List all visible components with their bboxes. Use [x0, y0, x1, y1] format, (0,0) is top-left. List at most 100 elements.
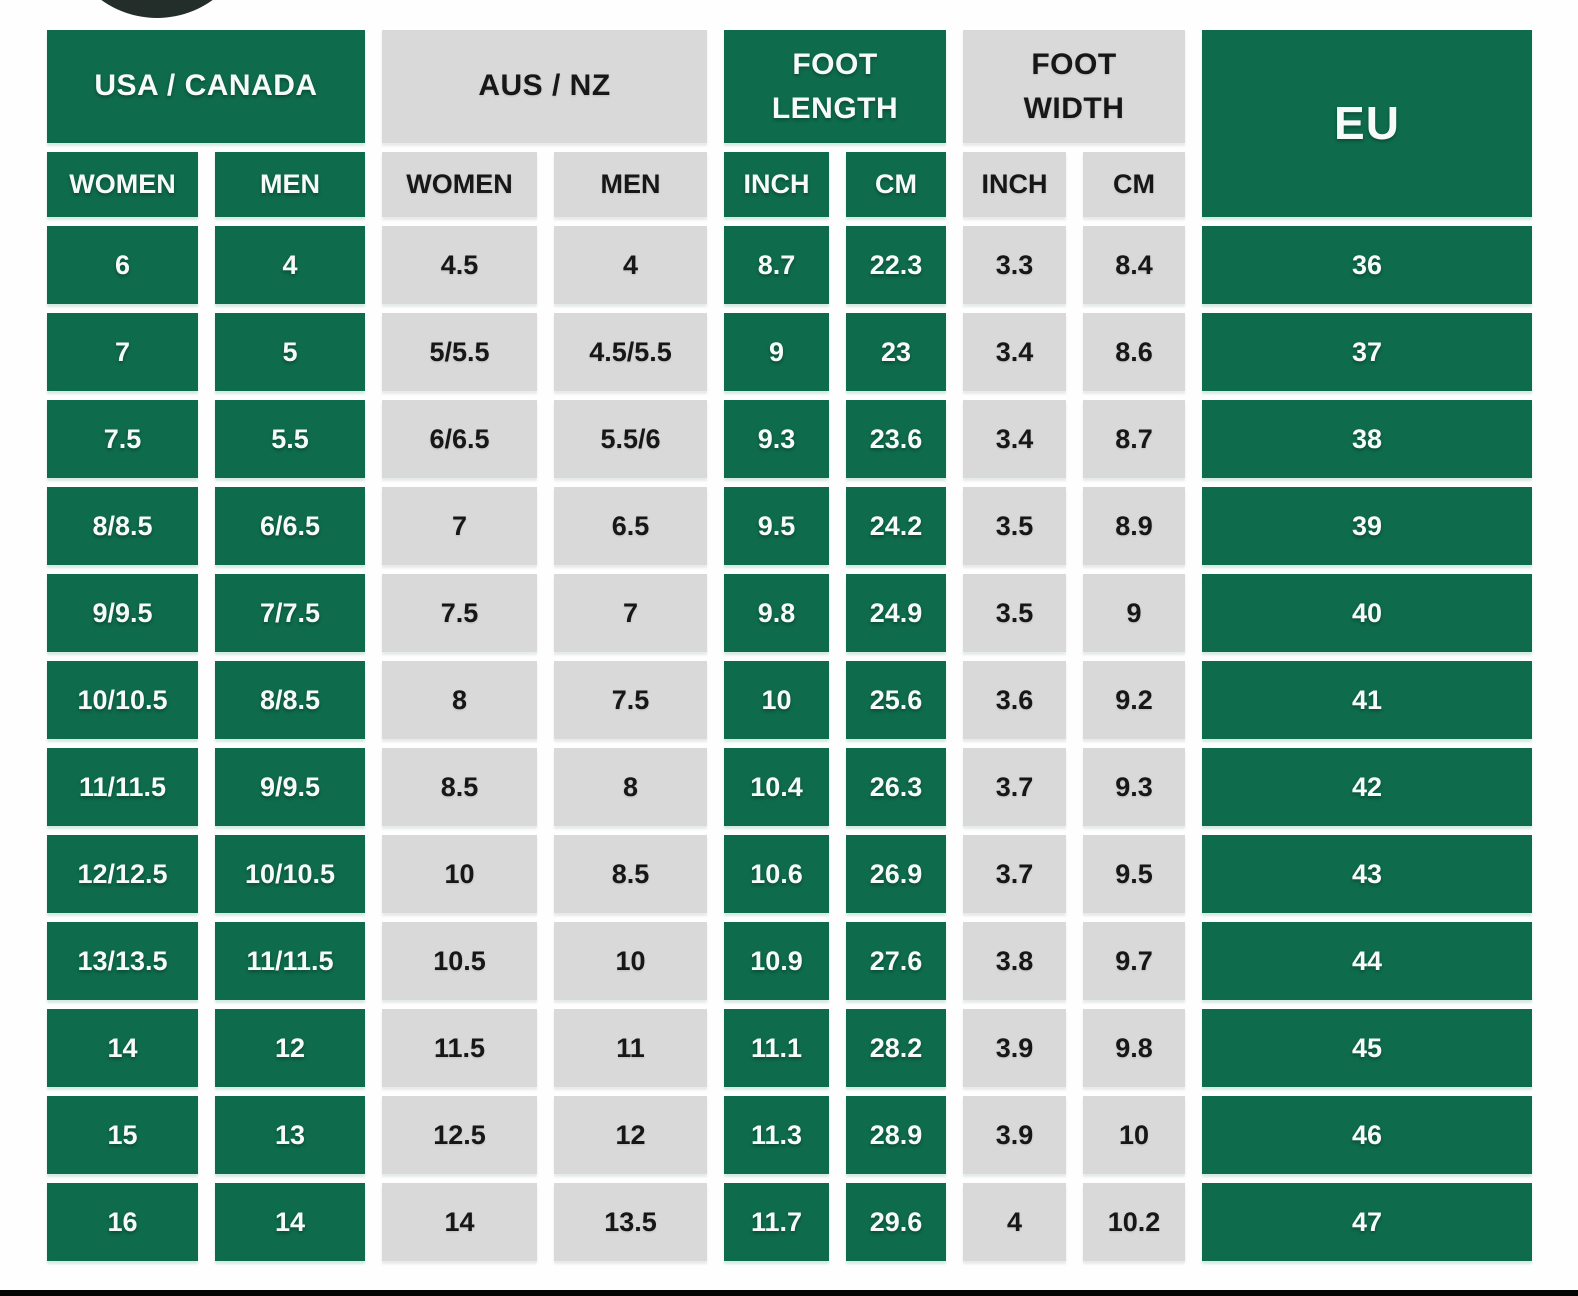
table-cell: 8: [382, 661, 537, 739]
header-group-usa-canada-label: USA / CANADA: [94, 69, 318, 103]
table-cell: 3.3: [963, 226, 1066, 304]
header-group-foot-length: FOOT LENGTH: [724, 30, 946, 143]
logo-circle-icon: [62, 0, 252, 18]
table-cell: 38: [1202, 400, 1532, 478]
table-cell: 5.5: [215, 400, 365, 478]
table-cell: 11.1: [724, 1009, 829, 1087]
table-cell: 11.7: [724, 1183, 829, 1261]
table-cell: 28.9: [846, 1096, 946, 1174]
table-cell: 9.5: [1083, 835, 1185, 913]
table-cell: 8.9: [1083, 487, 1185, 565]
size-chart-table: USA / CANADA AUS / NZ FOOT LENGTH FOOT W…: [47, 30, 1532, 1261]
header-group-usa-canada: USA / CANADA: [47, 30, 365, 143]
table-cell: 13: [215, 1096, 365, 1174]
table-cell: 9.3: [724, 400, 829, 478]
table-cell: 7: [47, 313, 198, 391]
table-cell: 6/6.5: [215, 487, 365, 565]
table-cell: 9.2: [1083, 661, 1185, 739]
table-cell: 3.5: [963, 574, 1066, 652]
table-cell: 14: [47, 1009, 198, 1087]
table-cell: 14: [215, 1183, 365, 1261]
table-cell: 46: [1202, 1096, 1532, 1174]
subheader-width-inch: INCH: [963, 152, 1066, 217]
table-cell: 10.6: [724, 835, 829, 913]
table-cell: 3.8: [963, 922, 1066, 1000]
table-cell: 6: [47, 226, 198, 304]
header-group-aus-nz: AUS / NZ: [382, 30, 707, 143]
table-cell: 9.7: [1083, 922, 1185, 1000]
table-cell: 10: [724, 661, 829, 739]
table-cell: 37: [1202, 313, 1532, 391]
table-cell: 4.5: [382, 226, 537, 304]
table-cell: 3.4: [963, 313, 1066, 391]
table-cell: 9.8: [724, 574, 829, 652]
table-cell: 28.2: [846, 1009, 946, 1087]
table-cell: 22.3: [846, 226, 946, 304]
table-cell: 6.5: [554, 487, 707, 565]
table-cell: 8: [554, 748, 707, 826]
subheader-aus-women: WOMEN: [382, 152, 537, 217]
table-cell: 3.7: [963, 748, 1066, 826]
header-group-eu: EU: [1202, 30, 1532, 217]
table-cell: 10.9: [724, 922, 829, 1000]
subheader-usa-men: MEN: [215, 152, 365, 217]
table-cell: 13.5: [554, 1183, 707, 1261]
header-group-foot-width-label: FOOT WIDTH: [1023, 48, 1125, 125]
table-cell: 40: [1202, 574, 1532, 652]
table-cell: 8/8.5: [47, 487, 198, 565]
table-cell: 13/13.5: [47, 922, 198, 1000]
subheader-width-cm: CM: [1083, 152, 1185, 217]
table-cell: 15: [47, 1096, 198, 1174]
table-cell: 10/10.5: [215, 835, 365, 913]
table-cell: 10.2: [1083, 1183, 1185, 1261]
table-cell: 24.9: [846, 574, 946, 652]
table-cell: 5/5.5: [382, 313, 537, 391]
bottom-divider-bar: [0, 1290, 1578, 1296]
header-group-foot-width: FOOT WIDTH: [963, 30, 1185, 143]
table-cell: 9.8: [1083, 1009, 1185, 1087]
table-cell: 12: [554, 1096, 707, 1174]
table-cell: 11/11.5: [47, 748, 198, 826]
table-cell: 47: [1202, 1183, 1532, 1261]
table-cell: 10.4: [724, 748, 829, 826]
subheader-length-inch: INCH: [724, 152, 829, 217]
table-cell: 42: [1202, 748, 1532, 826]
header-group-aus-nz-label: AUS / NZ: [478, 69, 611, 103]
table-cell: 10/10.5: [47, 661, 198, 739]
table-cell: 4.5/5.5: [554, 313, 707, 391]
table-cell: 3.9: [963, 1096, 1066, 1174]
table-cell: 11.5: [382, 1009, 537, 1087]
table-cell: 23.6: [846, 400, 946, 478]
table-cell: 8.7: [1083, 400, 1185, 478]
table-cell: 36: [1202, 226, 1532, 304]
subheader-length-cm: CM: [846, 152, 946, 217]
table-cell: 3.7: [963, 835, 1066, 913]
table-cell: 8.4: [1083, 226, 1185, 304]
table-cell: 7.5: [382, 574, 537, 652]
table-cell: 7: [382, 487, 537, 565]
table-cell: 10: [382, 835, 537, 913]
table-cell: 9.3: [1083, 748, 1185, 826]
table-cell: 43: [1202, 835, 1532, 913]
table-cell: 7/7.5: [215, 574, 365, 652]
table-cell: 26.3: [846, 748, 946, 826]
header-group-foot-length-label: FOOT LENGTH: [771, 48, 899, 125]
table-cell: 9/9.5: [47, 574, 198, 652]
table-cell: 11: [554, 1009, 707, 1087]
table-cell: 3.9: [963, 1009, 1066, 1087]
table-cell: 5.5/6: [554, 400, 707, 478]
table-cell: 26.9: [846, 835, 946, 913]
table-cell: 4: [554, 226, 707, 304]
table-cell: 23: [846, 313, 946, 391]
table-cell: 4: [215, 226, 365, 304]
table-cell: 14: [382, 1183, 537, 1261]
table-cell: 27.6: [846, 922, 946, 1000]
header-group-eu-label: EU: [1334, 97, 1400, 150]
table-cell: 7: [554, 574, 707, 652]
table-cell: 41: [1202, 661, 1532, 739]
table-cell: 3.4: [963, 400, 1066, 478]
table-cell: 8/8.5: [215, 661, 365, 739]
table-cell: 12: [215, 1009, 365, 1087]
table-cell: 25.6: [846, 661, 946, 739]
table-cell: 5: [215, 313, 365, 391]
